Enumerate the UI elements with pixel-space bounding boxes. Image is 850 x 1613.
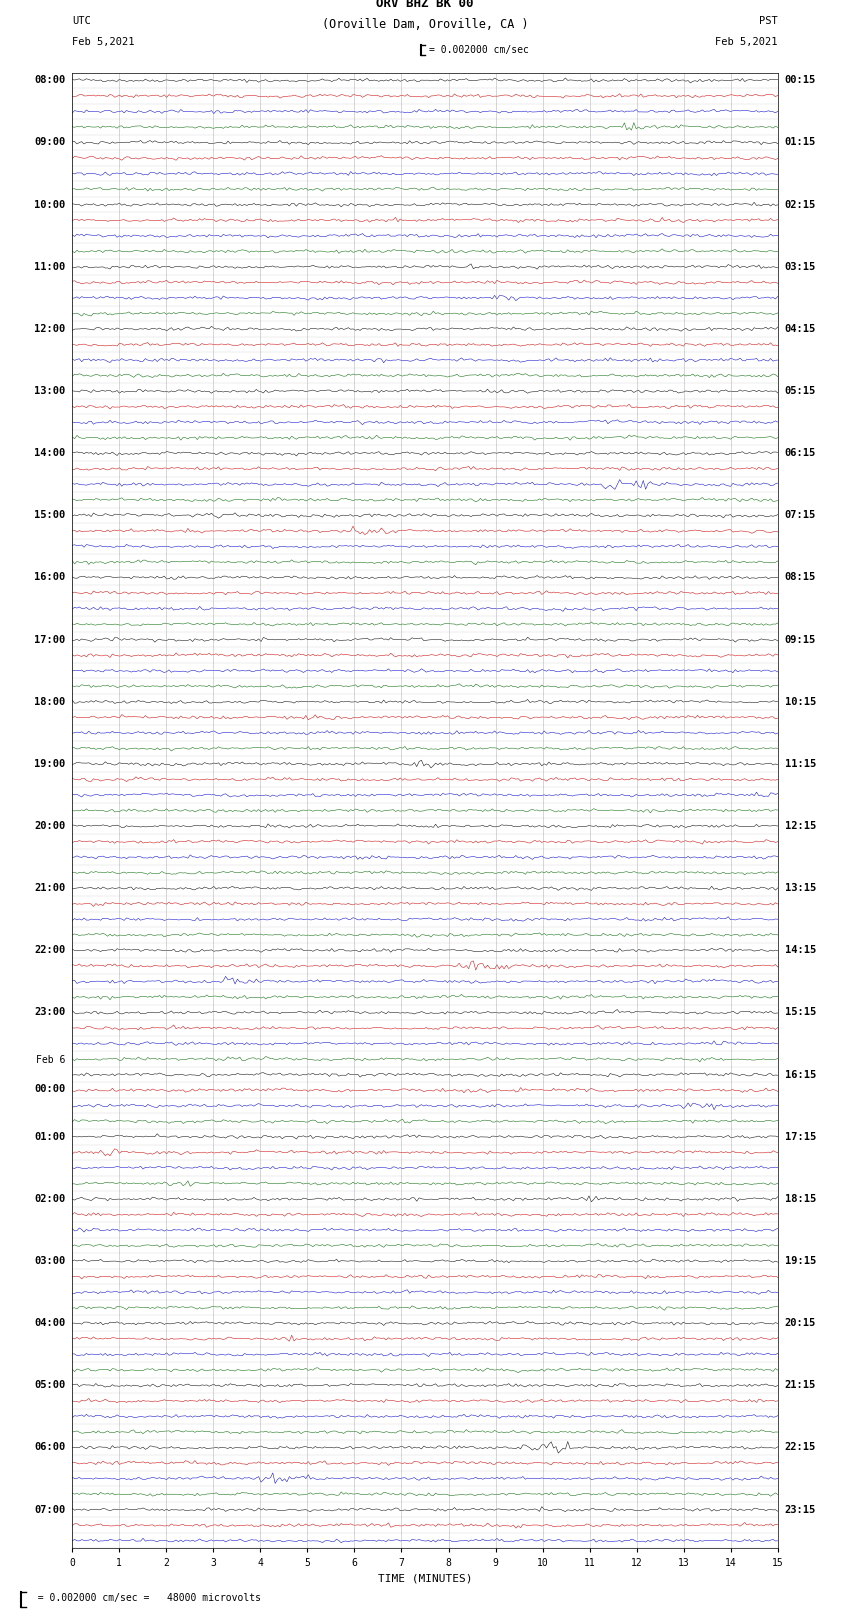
Text: 10:00: 10:00: [34, 200, 65, 210]
Text: 19:00: 19:00: [34, 760, 65, 769]
Text: 07:15: 07:15: [785, 510, 816, 521]
Text: Feb 5,2021: Feb 5,2021: [715, 37, 778, 47]
Text: 14:00: 14:00: [34, 448, 65, 458]
X-axis label: TIME (MINUTES): TIME (MINUTES): [377, 1573, 473, 1582]
Text: 20:15: 20:15: [785, 1318, 816, 1327]
Text: PST: PST: [759, 16, 778, 26]
Text: 01:15: 01:15: [785, 137, 816, 147]
Text: 07:00: 07:00: [34, 1505, 65, 1515]
Text: 05:00: 05:00: [34, 1381, 65, 1390]
Text: 19:15: 19:15: [785, 1257, 816, 1266]
Text: 05:15: 05:15: [785, 386, 816, 397]
Text: 17:00: 17:00: [34, 634, 65, 645]
Text: 11:00: 11:00: [34, 261, 65, 271]
Text: 18:15: 18:15: [785, 1194, 816, 1203]
Text: 16:15: 16:15: [785, 1069, 816, 1079]
Text: 09:00: 09:00: [34, 137, 65, 147]
Text: 08:15: 08:15: [785, 573, 816, 582]
Text: 22:00: 22:00: [34, 945, 65, 955]
Text: 04:00: 04:00: [34, 1318, 65, 1327]
Text: = 0.002000 cm/sec: = 0.002000 cm/sec: [429, 45, 529, 55]
Text: 23:00: 23:00: [34, 1008, 65, 1018]
Text: 11:15: 11:15: [785, 760, 816, 769]
Text: 02:15: 02:15: [785, 200, 816, 210]
Text: UTC: UTC: [72, 16, 91, 26]
Text: ORV BHZ BK 00: ORV BHZ BK 00: [377, 0, 473, 10]
Text: 20:00: 20:00: [34, 821, 65, 831]
Text: 09:15: 09:15: [785, 634, 816, 645]
Text: 12:00: 12:00: [34, 324, 65, 334]
Text: 18:00: 18:00: [34, 697, 65, 706]
Text: 08:00: 08:00: [34, 76, 65, 85]
Text: 00:00: 00:00: [34, 1084, 65, 1094]
Text: 06:15: 06:15: [785, 448, 816, 458]
Text: = 0.002000 cm/sec =   48000 microvolts: = 0.002000 cm/sec = 48000 microvolts: [26, 1594, 260, 1603]
Text: 03:15: 03:15: [785, 261, 816, 271]
Text: 21:15: 21:15: [785, 1381, 816, 1390]
Text: 01:00: 01:00: [34, 1132, 65, 1142]
Text: 13:00: 13:00: [34, 386, 65, 397]
Text: 02:00: 02:00: [34, 1194, 65, 1203]
Text: Feb 6: Feb 6: [36, 1055, 65, 1065]
Text: 22:15: 22:15: [785, 1442, 816, 1452]
Text: 21:00: 21:00: [34, 884, 65, 894]
Text: 17:15: 17:15: [785, 1132, 816, 1142]
Text: 23:15: 23:15: [785, 1505, 816, 1515]
Text: 04:15: 04:15: [785, 324, 816, 334]
Text: 10:15: 10:15: [785, 697, 816, 706]
Text: 14:15: 14:15: [785, 945, 816, 955]
Text: Feb 5,2021: Feb 5,2021: [72, 37, 135, 47]
Text: 12:15: 12:15: [785, 821, 816, 831]
Text: 15:15: 15:15: [785, 1008, 816, 1018]
Text: 16:00: 16:00: [34, 573, 65, 582]
Text: 06:00: 06:00: [34, 1442, 65, 1452]
Text: 00:15: 00:15: [785, 76, 816, 85]
Text: 15:00: 15:00: [34, 510, 65, 521]
Text: 03:00: 03:00: [34, 1257, 65, 1266]
Text: 13:15: 13:15: [785, 884, 816, 894]
Text: (Oroville Dam, Oroville, CA ): (Oroville Dam, Oroville, CA ): [321, 18, 529, 31]
